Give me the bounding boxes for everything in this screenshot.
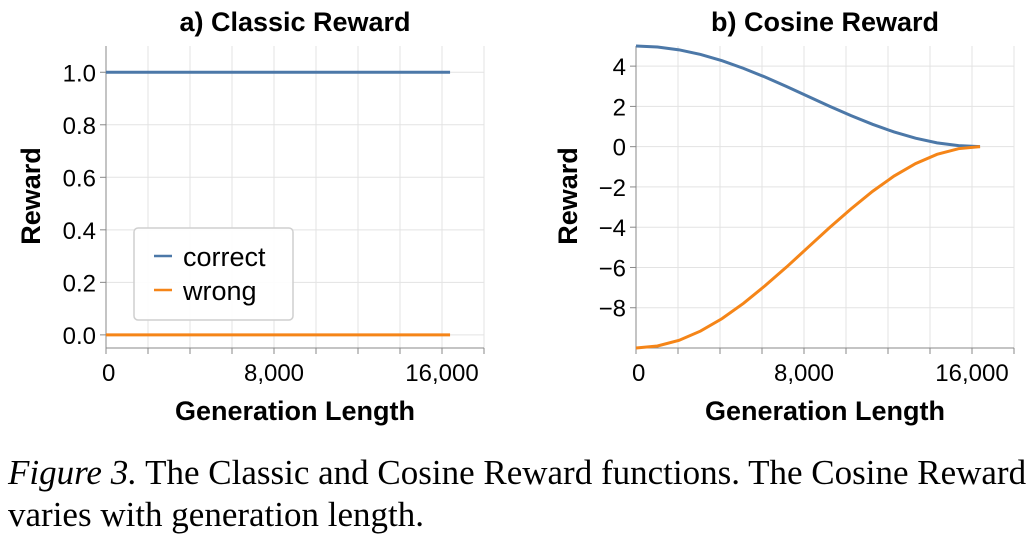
y-tick-label: 0.0 — [63, 323, 96, 350]
figure: 0.0 0.2 0.4 0.6 0.8 1.0 0 8,000 16,000 a) Classic… — [16, 7, 1015, 426]
chart-panel-1: 0.0 0.2 0.4 0.6 0.8 1.0 0 8,000 16,000 a) Classic… — [16, 7, 485, 426]
caption-label: Figure 3. — [8, 453, 137, 492]
y-tick-label: −8 — [599, 296, 626, 323]
y-tick-label: 4 — [613, 54, 626, 81]
chart-panel-2: −8 −6 −4 −2 0 2 4 0 8,000 16,000 b) Cosine Reward G… — [553, 7, 1015, 426]
chart-title: b) Cosine Reward — [711, 7, 939, 37]
legend-label-correct: correct — [183, 242, 266, 272]
y-tick-label: 0.2 — [63, 270, 96, 297]
y-tick-label: 0 — [613, 135, 626, 162]
x-axis-title: Generation Length — [705, 396, 945, 426]
legend-label-wrong: wrong — [182, 276, 257, 306]
series-line-series-2 — [635, 145, 981, 350]
series-line-series-1 — [635, 44, 981, 149]
y-tick-label: 0.6 — [63, 165, 96, 192]
figure-caption: Figure 3. The Classic and Cosine Reward … — [8, 452, 1028, 536]
x-tick-label: 0 — [102, 360, 115, 387]
legend: correct wrong — [133, 227, 294, 321]
y-tick-label: −2 — [599, 175, 626, 202]
y-axis-title: Reward — [16, 147, 46, 245]
x-tick-label: 8,000 — [774, 360, 834, 387]
x-tick-label: 8,000 — [244, 360, 304, 387]
y-tick-label: −4 — [599, 215, 626, 242]
x-tick-label: 0 — [632, 360, 645, 387]
y-tick-label: 0.4 — [63, 218, 96, 245]
x-axis-title: Generation Length — [175, 396, 415, 426]
chart-title: a) Classic Reward — [179, 7, 410, 37]
caption-text: The Classic and Cosine Reward functions.… — [8, 453, 1027, 534]
legend-box — [133, 227, 294, 321]
y-tick-label: 2 — [613, 94, 626, 121]
x-tick-label: 16,000 — [405, 360, 478, 387]
y-tick-label: 1.0 — [63, 60, 96, 87]
y-tick-label: −6 — [599, 255, 626, 282]
y-tick-label: 0.8 — [63, 113, 96, 140]
x-tick-label: 16,000 — [935, 360, 1008, 387]
y-axis-title: Reward — [553, 147, 583, 245]
